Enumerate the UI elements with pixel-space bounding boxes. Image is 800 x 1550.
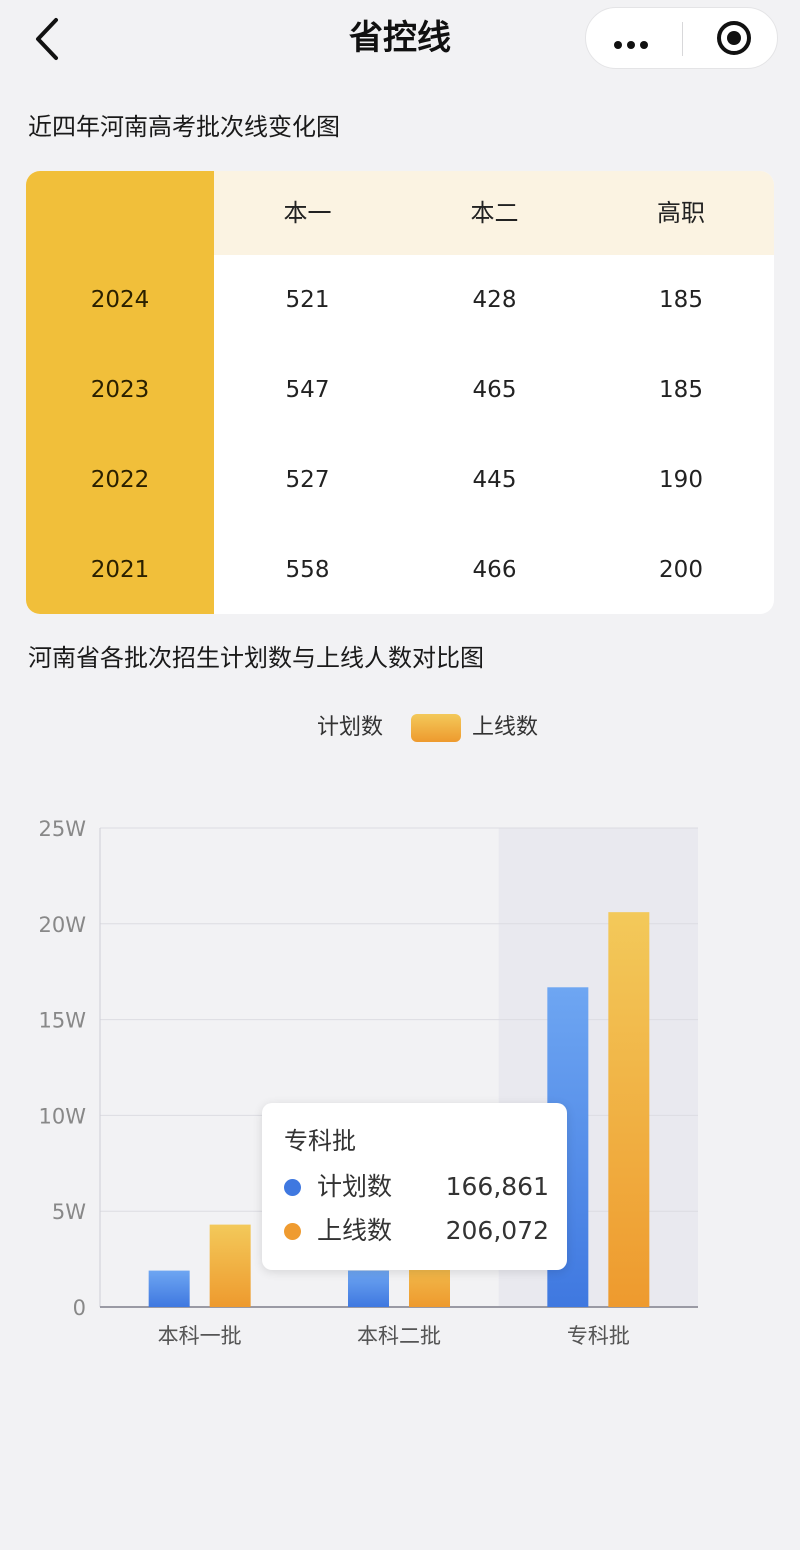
column-header: 本二 xyxy=(470,199,519,227)
x-category-label: 专科批 xyxy=(567,1324,630,1348)
y-tick-label: 20W xyxy=(39,913,87,937)
legend-swatch-admitted xyxy=(411,714,461,742)
year-cell: 2023 xyxy=(90,377,150,403)
tooltip-series-name: 计划数 xyxy=(317,1172,393,1201)
more-dots-icon xyxy=(614,34,653,53)
chevron-left-icon xyxy=(36,18,58,60)
tooltip-series-name: 上线数 xyxy=(317,1216,393,1245)
capsule-divider xyxy=(682,22,683,56)
close-button[interactable] xyxy=(683,8,778,68)
tooltip-row: 上线数 206,072 xyxy=(284,1213,549,1249)
more-button[interactable] xyxy=(586,8,681,68)
y-tick-label: 15W xyxy=(39,1009,87,1033)
table-cell: 521 xyxy=(285,287,330,313)
y-tick-label: 10W xyxy=(39,1104,87,1128)
tooltip-title: 专科批 xyxy=(284,1127,356,1155)
bar-chart[interactable]: 0 5W 10W 15W 20W 25W 本科一批 本科二批 专科批 xyxy=(0,800,800,1360)
legend-item-admitted[interactable]: 上线数 xyxy=(472,715,539,740)
page-title: 省控线 xyxy=(349,18,451,58)
target-close-icon xyxy=(717,21,751,55)
y-tick-label: 0 xyxy=(73,1296,86,1320)
back-button[interactable] xyxy=(26,14,70,64)
tooltip-series-value: 206,072 xyxy=(445,1216,549,1245)
x-category-label: 本科一批 xyxy=(158,1324,242,1348)
year-cell: 2024 xyxy=(90,287,150,313)
mini-program-capsule xyxy=(585,7,778,69)
table-section-title: 近四年河南高考批次线变化图 xyxy=(28,113,340,141)
table-cell: 466 xyxy=(472,557,517,583)
y-tick-label: 5W xyxy=(52,1200,86,1224)
column-header: 高职 xyxy=(657,199,705,227)
table-cell: 428 xyxy=(472,287,517,313)
bar-plan[interactable] xyxy=(348,1270,389,1307)
column-header: 本一 xyxy=(283,199,332,227)
table-cell: 465 xyxy=(472,377,517,403)
table-cell: 190 xyxy=(659,467,703,493)
bar-admitted[interactable] xyxy=(209,1224,251,1307)
table-cell: 185 xyxy=(659,377,703,403)
nav-bar: 省控线 xyxy=(0,0,800,80)
table-cell: 185 xyxy=(659,287,703,313)
table-cell: 527 xyxy=(285,467,330,493)
bar-plan[interactable] xyxy=(148,1270,190,1307)
year-cell: 2021 xyxy=(90,557,150,583)
year-cell: 2022 xyxy=(90,467,150,493)
legend-item-plan[interactable]: 计划数 xyxy=(317,715,384,740)
year-column xyxy=(26,171,214,614)
bar-admitted[interactable] xyxy=(608,912,650,1307)
y-tick-label: 25W xyxy=(39,817,87,841)
series-dot-icon xyxy=(284,1223,301,1240)
score-line-table: 本一 本二 高职 2024 521 428 185 2023 547 465 1… xyxy=(26,171,774,614)
x-category-label: 本科二批 xyxy=(357,1324,441,1348)
table-cell: 445 xyxy=(472,467,517,493)
tooltip-row: 计划数 166,861 xyxy=(284,1169,549,1205)
chart-tooltip: 专科批 计划数 166,861 上线数 206,072 xyxy=(262,1103,567,1270)
table-cell: 200 xyxy=(659,557,703,583)
chart-section-title: 河南省各批次招生计划数与上线人数对比图 xyxy=(28,644,484,672)
tooltip-series-value: 166,861 xyxy=(445,1172,549,1201)
series-dot-icon xyxy=(284,1179,301,1196)
table-cell: 547 xyxy=(285,377,330,403)
table-header-row xyxy=(214,171,774,255)
table-cell: 558 xyxy=(285,557,330,583)
